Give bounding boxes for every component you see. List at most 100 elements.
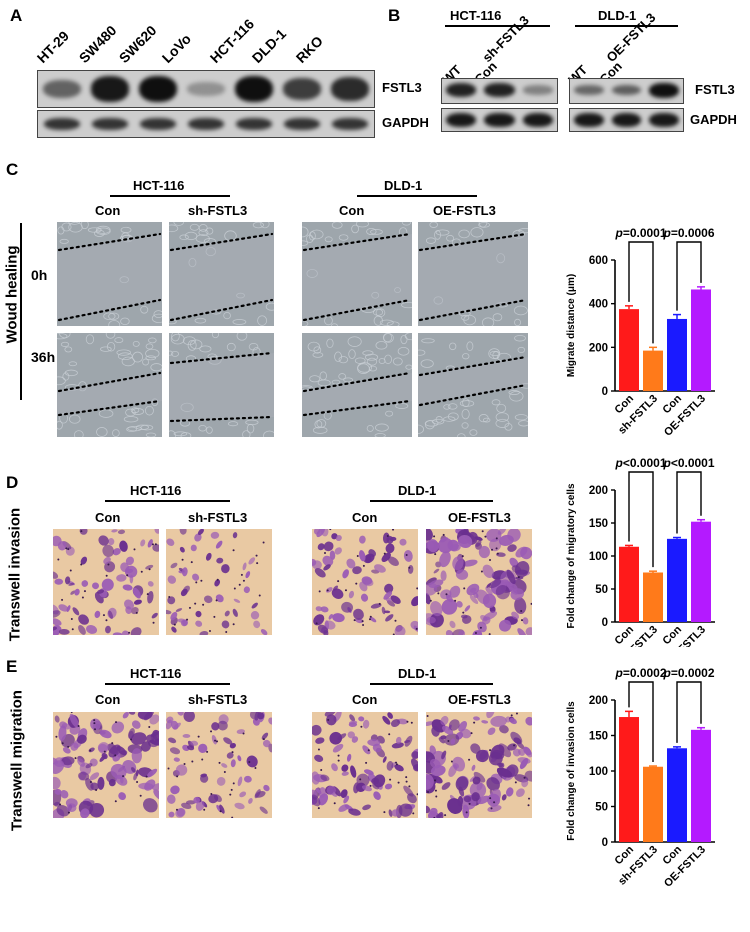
stained-cell	[390, 719, 401, 728]
membrane-pore	[233, 587, 236, 590]
membrane-pore	[130, 738, 133, 741]
cell	[252, 222, 264, 229]
cell	[108, 320, 121, 326]
membrane-pore	[489, 749, 492, 752]
stained-cell	[341, 764, 349, 772]
stained-cell	[192, 573, 200, 581]
membrane-pore	[481, 530, 484, 533]
stained-cell	[510, 588, 525, 601]
stained-cell	[195, 610, 202, 618]
cell	[195, 234, 210, 243]
y-tick-label: 0	[602, 386, 608, 398]
cell	[121, 356, 135, 367]
stained-cell	[391, 742, 404, 749]
panel-a-lane-label: HT-29	[33, 27, 72, 67]
panel-d-col-con-1: Con	[95, 510, 121, 525]
wound-edge-dotted-line	[169, 298, 274, 322]
membrane-pore	[389, 778, 392, 781]
stained-cell	[455, 569, 469, 580]
stained-cell	[315, 737, 325, 744]
stained-cell	[370, 603, 382, 609]
stained-cell	[94, 610, 101, 619]
cell	[508, 390, 520, 395]
stained-cell	[331, 588, 344, 599]
panel-a-gapdh-band	[140, 118, 176, 130]
membrane-pore	[216, 578, 219, 581]
stained-cell	[117, 529, 126, 535]
membrane-pore	[416, 793, 418, 796]
stained-cell	[439, 551, 451, 568]
membrane-pore	[410, 721, 413, 724]
membrane-pore	[356, 554, 359, 557]
stained-cell	[387, 712, 393, 719]
stained-cell	[510, 731, 523, 745]
stained-cell	[515, 569, 528, 575]
y-axis-label: Fold change of migratory cells	[566, 483, 577, 628]
stained-cell	[440, 537, 448, 543]
membrane-pore	[102, 614, 105, 617]
stained-cell	[166, 538, 175, 546]
stained-cell	[58, 629, 70, 635]
stained-cell	[259, 806, 268, 814]
stained-cell	[349, 714, 356, 722]
membrane-pore	[493, 801, 496, 804]
p-value-label: p<0.0001	[614, 456, 666, 470]
stained-cell	[382, 756, 387, 763]
cell	[57, 376, 66, 386]
cell	[357, 363, 370, 374]
cell	[331, 379, 341, 385]
cell	[324, 316, 333, 326]
stained-cell	[215, 540, 223, 549]
stained-cell	[315, 606, 323, 612]
membrane-pore	[408, 785, 411, 788]
panel-c-side-line	[20, 223, 22, 400]
cell	[429, 222, 438, 228]
stained-cell	[442, 725, 454, 735]
stained-cell	[426, 529, 433, 541]
stained-cell	[363, 553, 375, 564]
membrane-pore	[230, 788, 233, 791]
stained-cell	[426, 616, 436, 624]
membrane-pore	[530, 602, 532, 605]
bar	[619, 309, 639, 391]
stained-cell	[103, 556, 111, 565]
cell	[148, 337, 157, 344]
wound-gap	[302, 234, 412, 320]
wound-image-dld-con-0h	[302, 222, 412, 326]
stained-cell	[329, 731, 343, 745]
cell	[495, 412, 510, 422]
cell	[171, 333, 180, 342]
membrane-pore	[67, 548, 70, 551]
stained-cell	[122, 712, 129, 719]
membrane-pore	[513, 744, 516, 747]
panel-c-col-oe: OE-FSTL3	[433, 203, 496, 218]
stained-cell	[175, 764, 188, 776]
bar	[667, 748, 687, 842]
membrane-pore	[213, 615, 216, 618]
membrane-pore	[167, 767, 170, 770]
cell	[354, 357, 366, 364]
cell	[205, 246, 216, 257]
cell	[347, 336, 362, 347]
stained-cell	[374, 564, 386, 573]
cell	[470, 227, 484, 238]
panel-e-col-sh: sh-FSTL3	[188, 692, 248, 707]
cell	[462, 353, 470, 360]
cell	[517, 346, 526, 353]
panel-letter-e: E	[6, 657, 18, 676]
cell	[180, 402, 194, 412]
membrane-pore	[392, 529, 395, 531]
membrane-pore	[470, 732, 473, 735]
membrane-pore	[114, 754, 117, 757]
stained-cell	[119, 540, 128, 552]
stained-cell	[491, 749, 505, 760]
membrane-pore	[388, 733, 391, 736]
membrane-pore	[429, 599, 432, 602]
cell	[205, 426, 213, 434]
cell	[144, 405, 154, 416]
invasion-image-dld-oe	[426, 529, 532, 635]
cell	[371, 291, 380, 299]
membrane-pore	[151, 543, 154, 546]
membrane-pore	[232, 623, 235, 626]
panel-d-col-oe: OE-FSTL3	[448, 510, 511, 525]
